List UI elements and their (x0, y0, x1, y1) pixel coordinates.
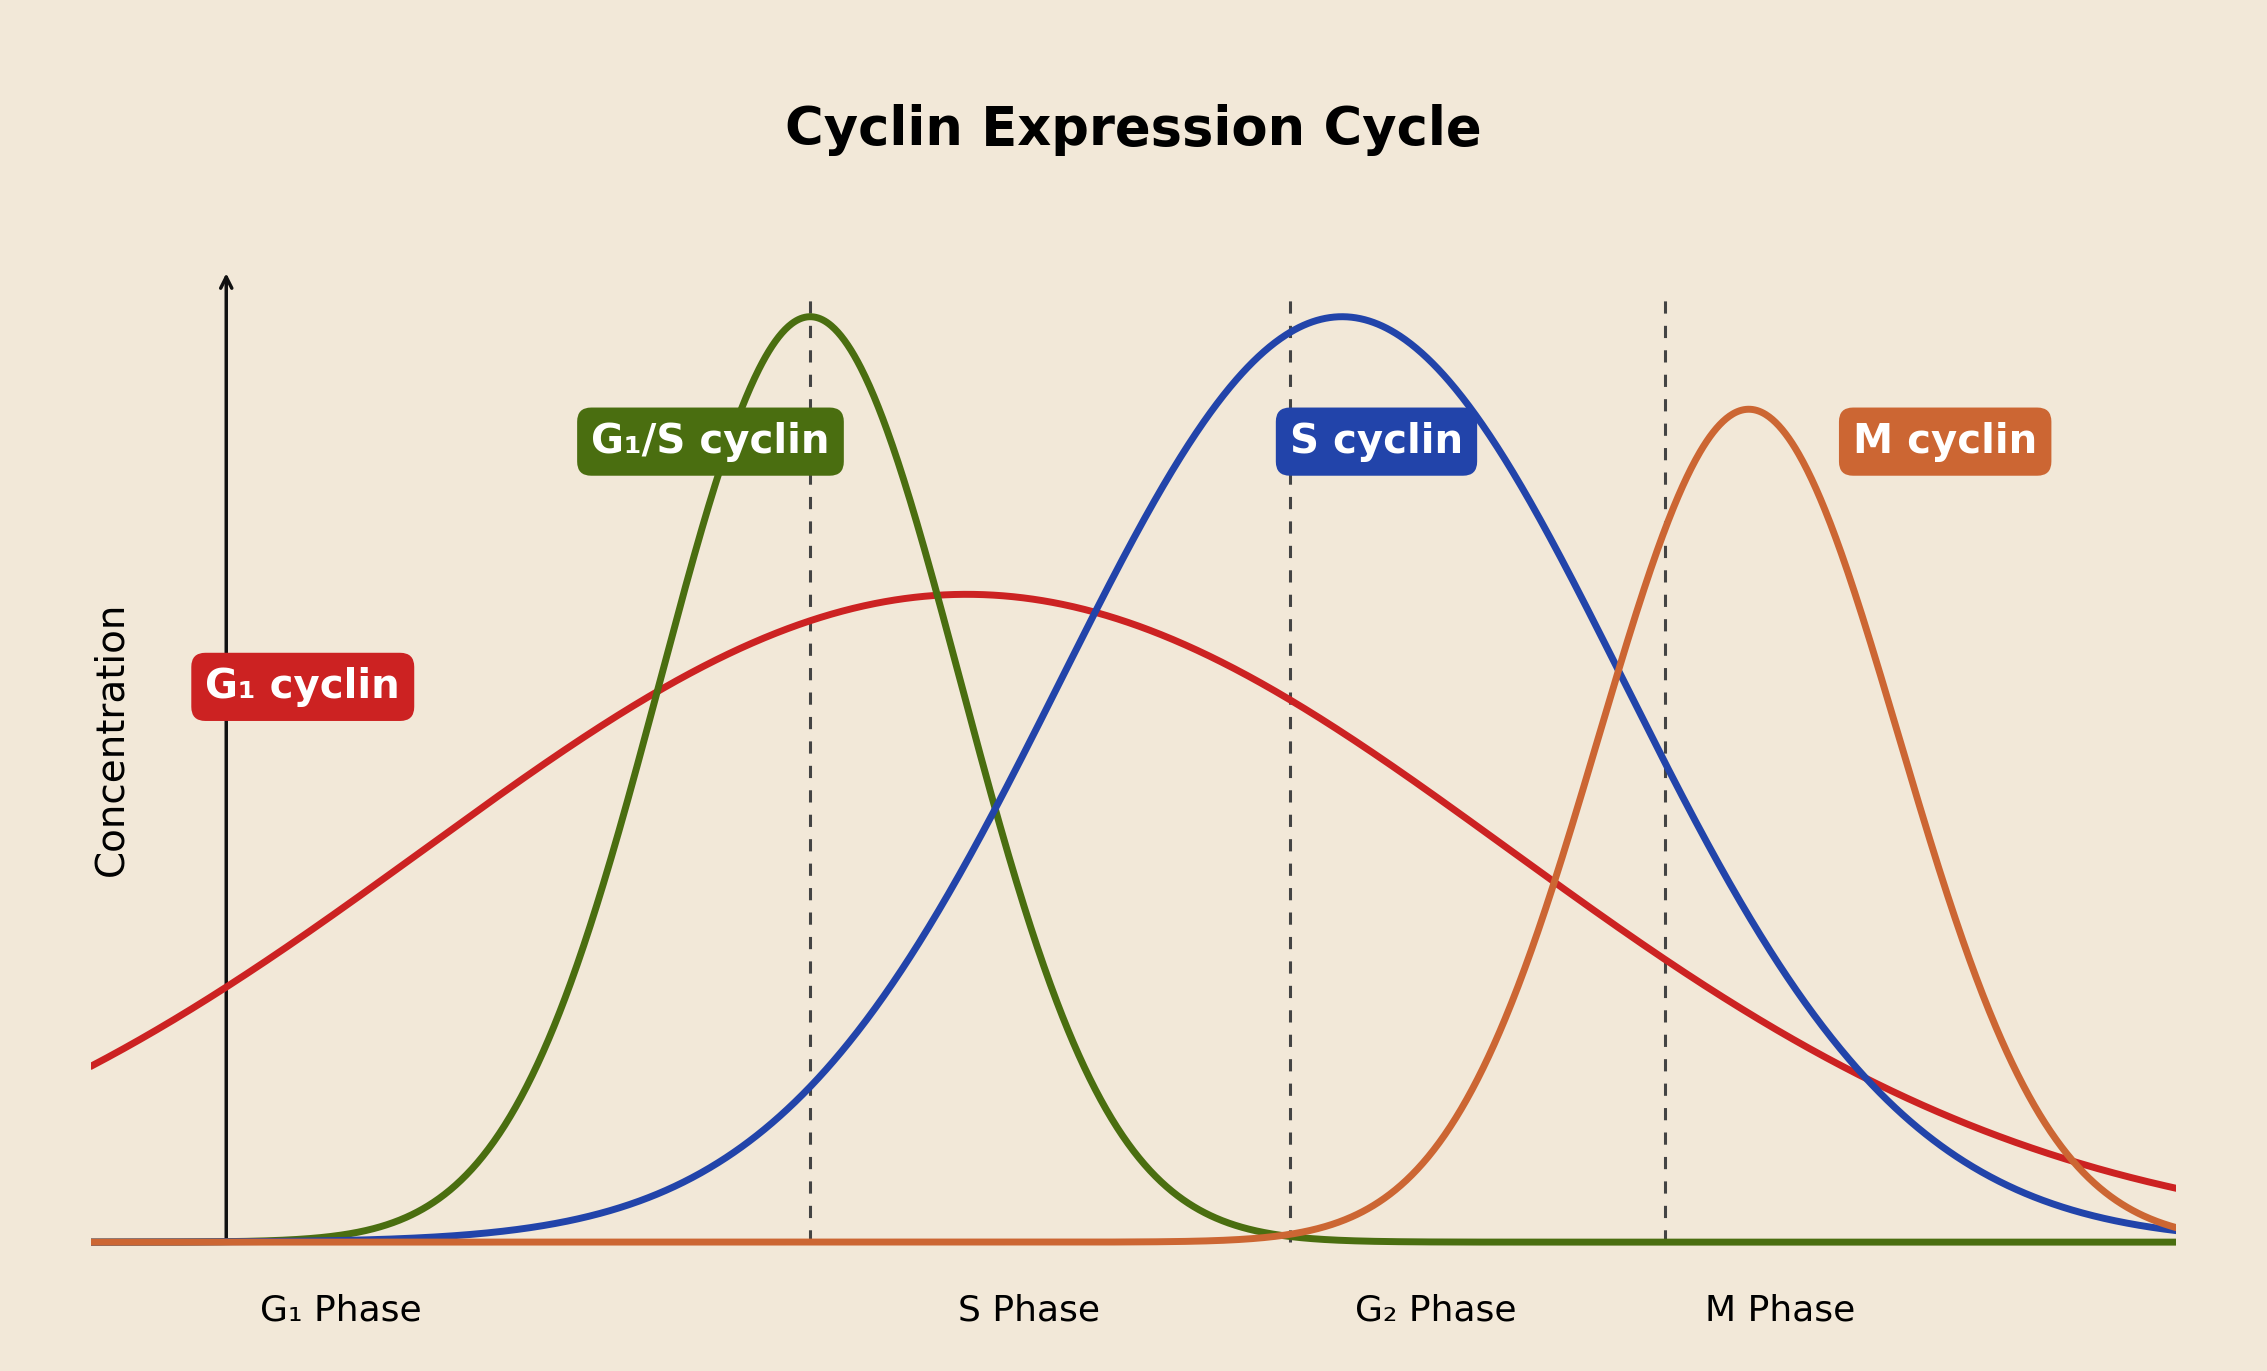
Text: G₁ cyclin: G₁ cyclin (206, 666, 401, 707)
Text: M Phase: M Phase (1705, 1293, 1854, 1327)
Text: S cyclin: S cyclin (1290, 422, 1462, 462)
Text: G₂ Phase: G₂ Phase (1356, 1293, 1517, 1327)
Text: S Phase: S Phase (959, 1293, 1099, 1327)
Text: Cyclin Expression Cycle: Cyclin Expression Cycle (784, 104, 1483, 156)
Text: Concentration: Concentration (93, 602, 131, 876)
Text: G₁/S cyclin: G₁/S cyclin (592, 422, 830, 462)
Text: M cyclin: M cyclin (1852, 422, 2038, 462)
Text: G₁ Phase: G₁ Phase (261, 1293, 422, 1327)
